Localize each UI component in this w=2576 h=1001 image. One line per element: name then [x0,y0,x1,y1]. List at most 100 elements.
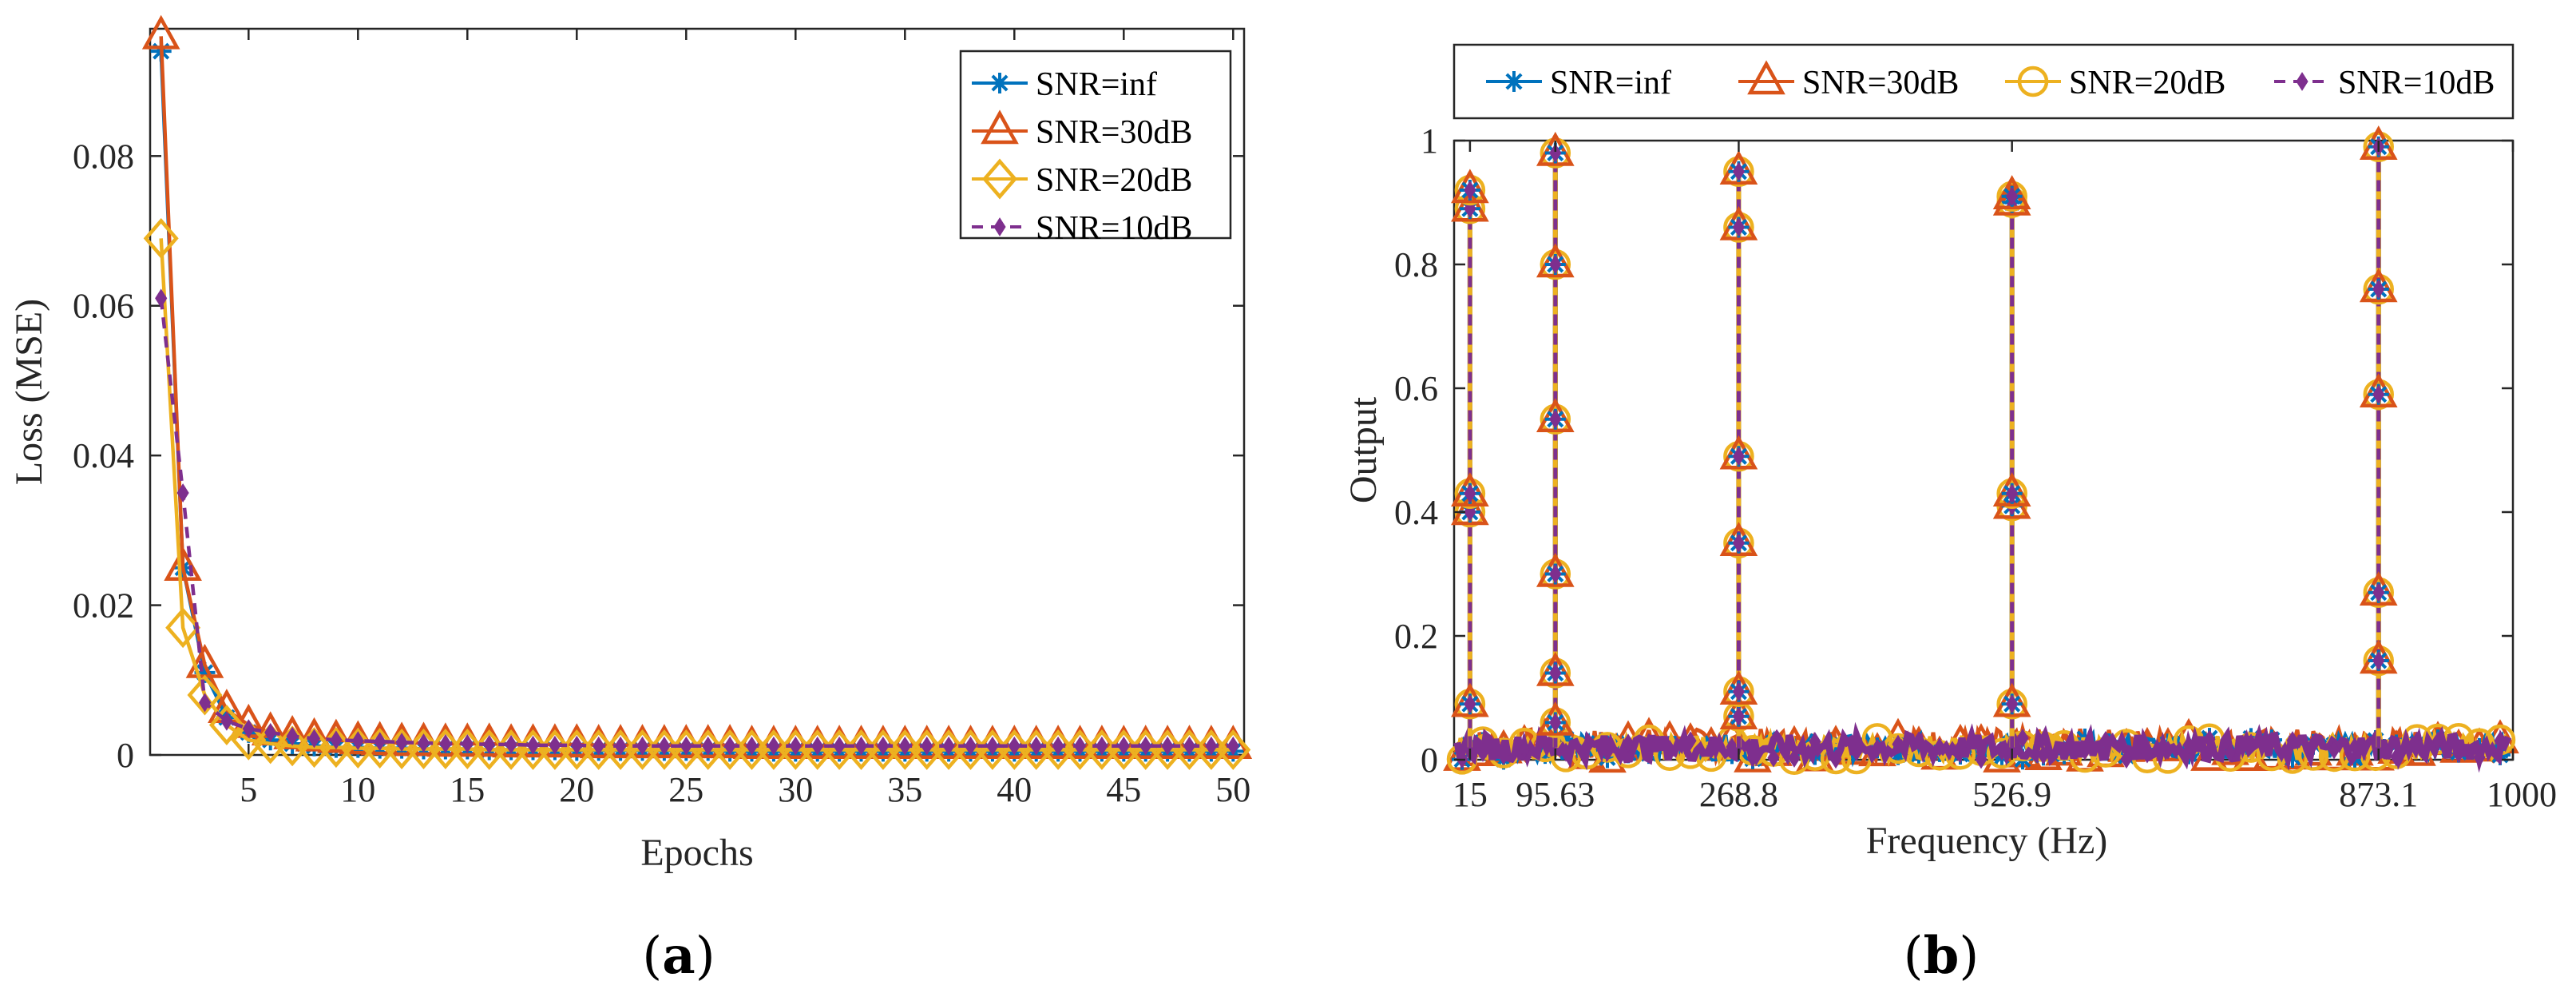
noise-marker-b-inf [1888,744,1908,765]
legend-marker-a-inf [989,73,1010,93]
peak-point-b-0-4-db30 [1451,169,1489,204]
point-a-db20-2 [165,607,201,649]
point-a-db20-1 [143,217,179,259]
point-a-db10-35 [898,736,911,756]
noise-marker-b-db10 [1954,737,1967,757]
x-tick-label-b-1: 95.63 [1516,775,1595,814]
noise-marker-b-db10 [1995,741,2008,761]
peak-point-b-3-0-db10 [2006,694,2019,714]
legend-label-a-db10: SNR=10dB [1036,210,1192,247]
point-a-db10-39 [986,736,999,756]
peak-point-b-2-2-db20 [1723,527,1754,558]
peak-point-b-1-2-db30 [1536,552,1575,587]
y-axis-label-a: Loss (MSE) [8,299,50,485]
point-a-db10-23 [636,736,649,756]
peak-point-b-1-3-db10 [1549,409,1562,429]
noise-marker-b-db10 [2224,743,2237,763]
noise-marker-b-db10 [2099,730,2112,750]
peak-point-b-4-3-db10 [2372,280,2385,299]
peak-point-b-1-2-db20 [1540,558,1571,590]
peak-b-3 [1992,175,2031,748]
noise-marker-b-db10 [1539,733,1552,753]
point-a-db10-14 [439,734,452,753]
peak-point-b-2-0-db10 [1732,706,1746,726]
noise-marker-b-db10 [2058,741,2071,761]
noise-marker-b-db10 [1829,749,1842,769]
peak-point-b-4-3-db30 [2359,268,2398,303]
noise-marker-b-db10 [2203,729,2216,749]
peak-point-b-1-4-db30 [1536,243,1575,278]
point-a-db10-21 [592,736,605,756]
noise-marker-b-inf [2282,746,2303,768]
peak-point-b-4-1-db20 [2363,577,2394,608]
peak-point-b-2-2-db10 [1732,533,1746,553]
noise-marker-b-db10 [1746,748,1759,768]
noise-line-b-db10 [1453,721,2512,773]
noise-marker-b-db10 [1663,739,1676,759]
noise-marker-b-db10 [1871,738,1884,758]
point-a-db10-16 [483,734,496,754]
peak-point-b-4-0-db10 [2372,651,2385,670]
legend-b [1452,43,2515,120]
point-a-db10-22 [614,736,627,756]
noise-marker-b-db10 [2452,744,2465,764]
peak-point-b-3-0-db20 [1996,689,2027,720]
noise-marker-b-db10 [1580,737,1593,757]
peak-point-b-4-3-db20 [2363,273,2394,305]
y-tick-label-b-2: 0.4 [1394,493,1438,532]
noise-marker-b-db10 [2307,734,2320,754]
legend-label-a-db30: SNR=30dB [1036,114,1192,151]
peak-point-b-4-0-db20 [2363,645,2394,677]
x-tick-label-a-3: 20 [559,770,594,809]
peak-point-b-3-2-db10 [2006,483,2019,503]
noise-marker-b-db10 [2411,731,2423,751]
peak-b-1 [1536,131,1575,748]
point-a-db10-40 [1008,736,1020,756]
peak-point-b-2-1-db30 [1719,670,1758,705]
y-tick-label-a-4: 0.08 [73,137,134,176]
peak-point-b-0-0-db10 [1464,694,1476,714]
y-tick-label-a-3: 0.06 [73,287,134,326]
noise-floor-b [1443,717,2519,776]
peak-point-b-2-3-db20 [1723,441,1754,472]
point-a-db10-11 [374,732,386,752]
peak-point-b-1-0-db10 [1549,713,1562,733]
legend-marker-a-db20 [982,158,1017,200]
point-a-db10-46 [1139,736,1152,756]
series-a-db10 [155,288,1239,756]
peak-point-b-3-4-db10 [2006,186,2019,206]
peak-point-b-2-1-db20 [1723,676,1754,707]
peak-point-b-4-1-db10 [2372,582,2385,602]
noise-marker-b-db10 [2431,731,2444,751]
peak-point-b-2-2-db30 [1719,522,1758,556]
point-a-db10-37 [942,736,955,756]
x-tick-label-a-7: 40 [997,770,1032,809]
noise-marker-b-db10 [2265,731,2278,751]
point-a-db10-25 [680,736,692,756]
noise-marker-b-db10 [2348,737,2361,757]
plot-area-b [1452,139,2515,761]
noise-marker-b-db10 [1788,749,1801,768]
peak-point-b-0-2-db10 [1464,483,1476,503]
x-tick-label-b-2: 268.8 [1699,775,1778,814]
point-a-db10-49 [1205,736,1218,756]
point-a-db10-13 [417,733,430,753]
peak-point-b-1-1-db30 [1536,651,1575,686]
peak-point-b-4-2-db20 [2363,379,2394,410]
peak-point-b-2-5-db20 [1723,156,1754,187]
peak-point-b-2-4-db30 [1719,205,1758,240]
chart-a: 5 10 15 20 25 30 35 40 45 50 0 0.02 0.04 0.06 0.08 Epoc… [8,14,1253,874]
legend-label-b-db30: SNR=30dB [1802,65,1959,101]
point-a-db10-12 [395,733,408,753]
peak-point-b-2-3-db10 [1732,447,1746,467]
peak-point-b-3-4-db30 [1992,175,2031,209]
point-a-db10-29 [767,736,780,756]
noise-marker-b-db10 [1933,737,1946,757]
point-a-db10-1 [155,288,168,308]
noise-marker-b-db10 [1559,742,1572,762]
point-a-db10-31 [811,736,824,756]
caption-b-letter: b [1924,926,1960,986]
x-tick-label-a-5: 30 [778,770,813,809]
peak-point-b-0-0-db20 [1454,689,1486,720]
